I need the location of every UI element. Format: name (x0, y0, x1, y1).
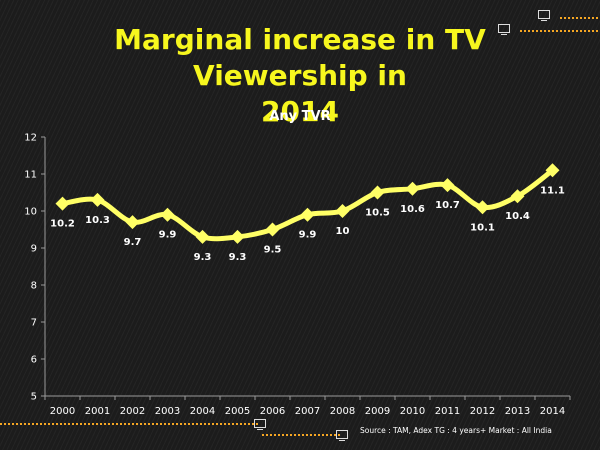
data-label: 10.3 (85, 215, 110, 226)
decorative-dotted-line-top (560, 17, 598, 19)
x-tick-label: 2000 (50, 406, 75, 417)
y-tick-label: 6 (31, 355, 37, 366)
y-tick-label: 7 (31, 318, 37, 329)
x-tick-label: 2001 (85, 406, 110, 417)
slide-title-line-2: 2014 (261, 95, 339, 128)
tv-icon (336, 430, 348, 441)
x-tick-label: 2014 (540, 406, 565, 417)
x-tick-label: 2012 (470, 406, 495, 417)
x-tick-label: 2003 (155, 406, 180, 417)
data-label: 9.3 (229, 252, 247, 263)
data-point-marker (195, 229, 210, 244)
slide-title: Marginal increase in TV Viewership in 20… (30, 22, 570, 130)
data-point-marker (335, 204, 350, 218)
data-point-marker (545, 163, 560, 178)
tv-icon (538, 10, 550, 21)
data-label: 10.2 (50, 219, 75, 230)
data-label: 10.7 (435, 200, 460, 211)
data-point-marker (125, 215, 140, 230)
y-tick-label: 8 (31, 281, 37, 292)
tv-icon (254, 419, 266, 430)
chart-title: Any TVR (269, 109, 330, 124)
x-tick-label: 2013 (505, 406, 530, 417)
tv-icon (498, 24, 510, 35)
data-point-marker (55, 196, 70, 211)
data-point-marker (160, 207, 175, 222)
decorative-dotted-line-bottom-2 (262, 434, 340, 436)
x-tick-label: 2006 (260, 406, 285, 417)
data-label: 11.1 (540, 185, 565, 196)
x-tick-label: 2011 (435, 406, 460, 417)
data-label: 10.5 (365, 208, 390, 219)
y-tick-label: 5 (31, 392, 37, 403)
y-tick-label: 11 (24, 170, 37, 181)
decorative-dotted-line-bottom (0, 423, 258, 425)
data-label: 10.6 (400, 204, 425, 215)
data-point-marker (510, 189, 525, 204)
data-label: 9.9 (159, 230, 177, 241)
x-tick-label: 2008 (330, 406, 355, 417)
data-label: 10.4 (505, 211, 530, 222)
data-point-marker (475, 200, 490, 215)
data-label: 10 (336, 226, 350, 237)
data-point-marker (405, 181, 420, 196)
data-point-marker (90, 192, 105, 207)
data-point-marker (230, 229, 245, 244)
data-label: 10.1 (470, 222, 495, 233)
y-tick-label: 9 (31, 244, 37, 255)
y-tick-label: 12 (24, 133, 37, 144)
x-tick-label: 2005 (225, 406, 250, 417)
x-tick-label: 2010 (400, 406, 425, 417)
data-label: 9.7 (124, 237, 142, 248)
slide-title-line-1: Marginal increase in TV Viewership in (114, 23, 486, 92)
data-point-marker (265, 222, 280, 237)
x-tick-label: 2004 (190, 406, 215, 417)
x-tick-label: 2002 (120, 406, 145, 417)
data-label: 9.3 (194, 252, 212, 263)
y-tick-label: 10 (24, 207, 37, 218)
source-note: Source : TAM, Adex TG : 4 years+ Market … (360, 426, 552, 435)
data-label: 9.5 (264, 245, 282, 256)
data-point-marker (440, 178, 455, 193)
x-tick-label: 2007 (295, 406, 320, 417)
decorative-dotted-line-top-2 (520, 30, 598, 32)
data-label: 9.9 (299, 230, 317, 241)
data-point-marker (300, 207, 315, 222)
data-point-marker (370, 185, 385, 200)
x-tick-label: 2009 (365, 406, 390, 417)
